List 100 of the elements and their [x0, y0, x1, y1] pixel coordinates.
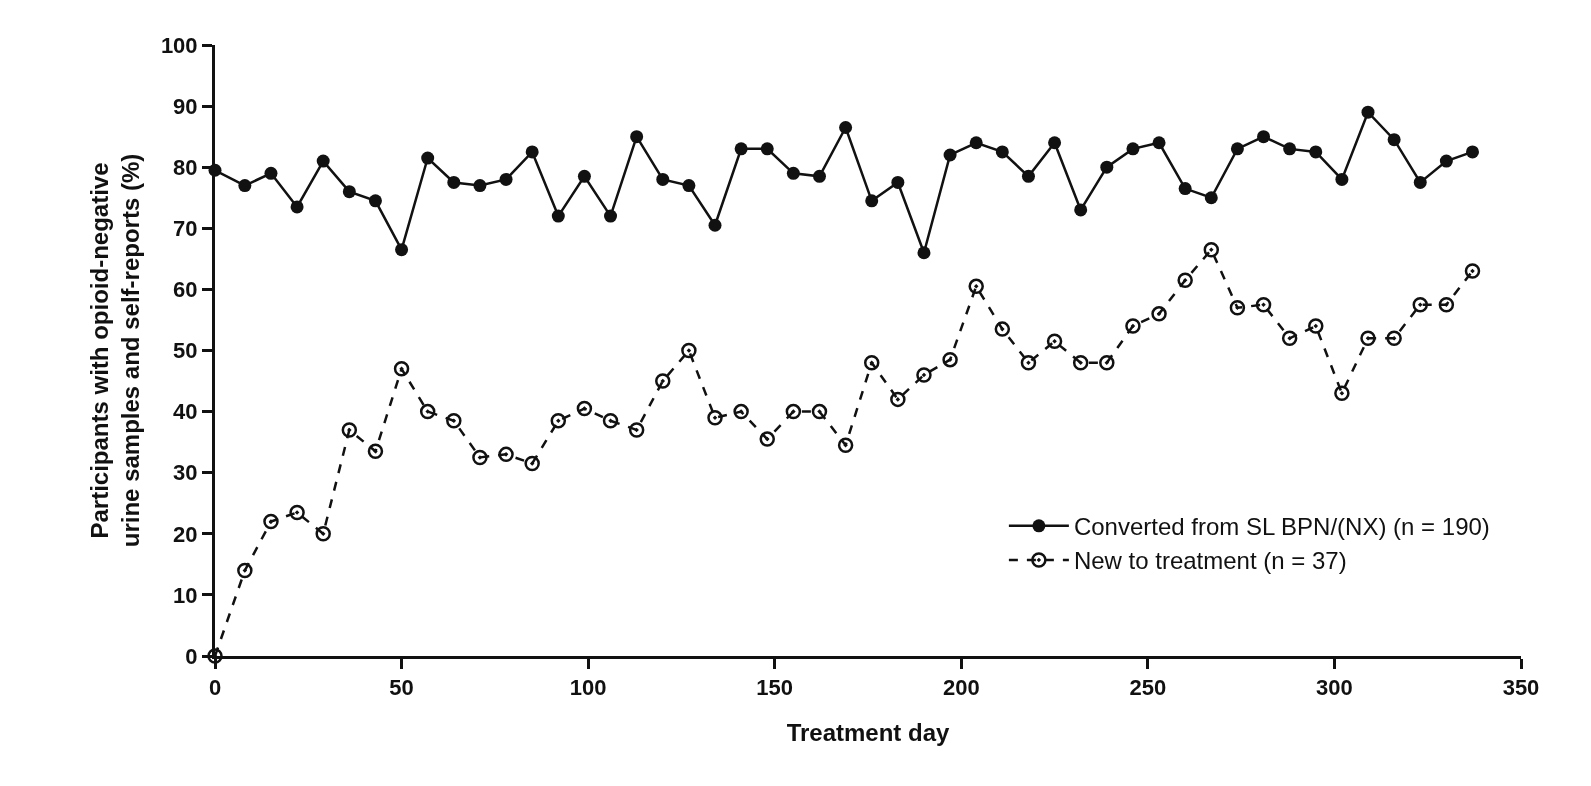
point	[1255, 296, 1272, 313]
point	[942, 351, 958, 368]
point	[968, 278, 984, 295]
point	[1412, 296, 1428, 313]
point	[681, 342, 697, 359]
point	[395, 243, 409, 257]
point	[289, 504, 305, 521]
y-tick-label: 30	[173, 460, 198, 486]
point	[1439, 154, 1453, 168]
point	[1074, 203, 1088, 217]
point	[207, 648, 223, 664]
point	[682, 179, 696, 193]
point	[630, 130, 644, 144]
point	[811, 403, 828, 420]
x-tick-label: 350	[1502, 675, 1540, 701]
x-tick-label: 300	[1316, 675, 1353, 701]
point	[499, 172, 513, 186]
x-tick-label: 150	[756, 675, 794, 701]
point	[473, 179, 487, 193]
point	[577, 169, 591, 183]
point	[524, 455, 540, 472]
point	[813, 169, 826, 183]
y-tick-label: 100	[160, 32, 198, 58]
point	[1072, 354, 1089, 371]
point	[290, 200, 304, 214]
legend-label: New to treatment (n = 37)	[1073, 547, 1347, 575]
point	[1335, 172, 1349, 186]
point	[419, 403, 436, 420]
point	[628, 422, 645, 438]
point	[1099, 354, 1115, 371]
point	[498, 446, 514, 463]
point	[447, 175, 461, 189]
point	[1438, 296, 1455, 313]
point	[760, 142, 774, 156]
point	[393, 361, 410, 377]
point	[602, 413, 619, 429]
point	[576, 400, 593, 417]
point	[1203, 241, 1220, 258]
point	[969, 136, 983, 150]
point	[264, 166, 278, 180]
point	[316, 154, 330, 168]
point	[891, 175, 905, 189]
y-tick-label: 50	[173, 338, 198, 364]
point	[734, 142, 748, 156]
point	[1281, 330, 1298, 347]
point	[708, 218, 722, 232]
x-tick-label: 0	[208, 675, 222, 701]
point	[525, 145, 539, 159]
point	[1048, 136, 1062, 150]
point	[1230, 142, 1244, 156]
point	[1413, 175, 1427, 189]
point	[315, 526, 331, 542]
y-tick-label: 60	[173, 277, 198, 303]
point	[341, 422, 358, 438]
y-tick-label: 70	[173, 216, 198, 241]
point	[1466, 145, 1479, 159]
point	[837, 437, 854, 453]
point	[1152, 136, 1166, 150]
point	[446, 413, 462, 429]
x-tick-label: 100	[569, 675, 607, 701]
point	[551, 209, 565, 223]
point	[263, 513, 279, 530]
point	[994, 321, 1011, 337]
point	[1334, 385, 1350, 402]
point	[1387, 133, 1401, 147]
point	[865, 194, 879, 208]
point	[367, 443, 384, 460]
point	[1178, 182, 1192, 196]
point	[1309, 145, 1323, 159]
point	[550, 413, 567, 429]
y-tick-label: 40	[173, 399, 198, 425]
point	[707, 409, 723, 426]
point	[342, 185, 356, 199]
point	[1100, 160, 1114, 174]
point	[863, 354, 880, 371]
point	[237, 562, 253, 579]
point	[656, 172, 670, 186]
point	[1204, 191, 1218, 205]
point	[1021, 169, 1035, 183]
y-tick-label: 0	[185, 643, 198, 669]
x-axis-title: Treatment day	[786, 718, 951, 746]
y-tick-label: 20	[173, 521, 198, 547]
y-tick-label: 10	[173, 582, 198, 608]
point	[368, 194, 382, 208]
x-tick-label: 250	[1129, 675, 1167, 701]
point	[1125, 318, 1141, 334]
point	[1020, 354, 1037, 371]
point	[1177, 272, 1193, 288]
point	[733, 403, 749, 420]
point	[839, 120, 853, 134]
point	[995, 145, 1009, 159]
point	[655, 373, 671, 389]
point	[1464, 263, 1481, 279]
point	[1257, 130, 1271, 144]
point	[1229, 299, 1246, 316]
point	[890, 391, 906, 408]
point	[1283, 142, 1297, 156]
legend-label: Converted from SL BPN/(NX) (n = 190)	[1073, 513, 1490, 541]
point	[1361, 105, 1375, 119]
point	[1360, 330, 1376, 347]
